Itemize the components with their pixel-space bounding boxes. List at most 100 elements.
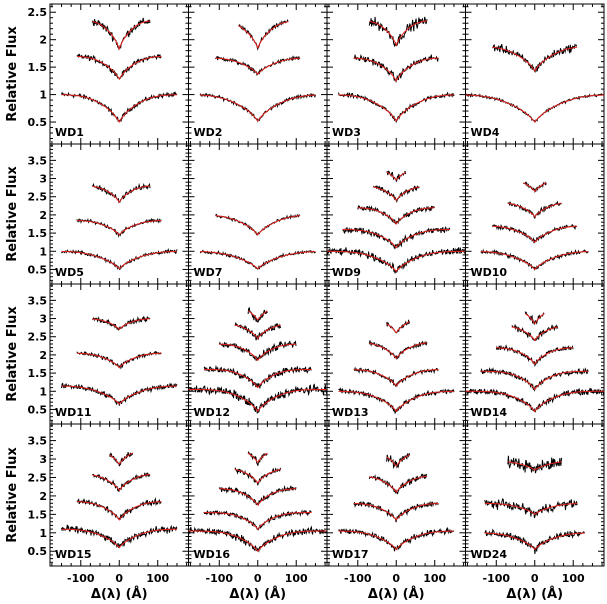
y-tick-label: 2 xyxy=(39,209,47,222)
model-fit-line xyxy=(511,326,558,342)
panel-wd14 xyxy=(465,283,605,425)
panel-frame xyxy=(465,143,605,285)
model-fit-line xyxy=(92,318,151,331)
panel-label: WD11 xyxy=(55,406,92,419)
model-fit-line xyxy=(369,475,427,494)
y-tick-label: 1 xyxy=(39,385,47,398)
y-tick-label: 2 xyxy=(39,349,47,362)
model-fit-line xyxy=(369,20,428,47)
panel-frame xyxy=(188,283,328,425)
model-fit-line xyxy=(465,94,604,123)
observed-spectrum-line xyxy=(353,500,439,523)
panel-wd4 xyxy=(465,3,605,145)
model-fit-line xyxy=(353,57,439,82)
model-fit-line xyxy=(92,185,151,204)
model-fit-line xyxy=(247,310,268,321)
model-fit-line xyxy=(480,370,589,391)
panel-wd17 xyxy=(326,423,466,567)
y-tick-label: 2 xyxy=(39,490,47,503)
panel-label: WD9 xyxy=(332,266,361,279)
model-fit-line xyxy=(353,503,439,521)
model-fit-line xyxy=(507,202,562,218)
model-fit-line xyxy=(203,369,312,389)
model-fit-line xyxy=(357,207,435,225)
model-fit-line xyxy=(188,389,327,413)
model-fit-line xyxy=(234,324,281,340)
model-fit-line xyxy=(492,225,578,243)
model-fit-line xyxy=(338,390,454,413)
observed-spectrum-line xyxy=(357,204,435,225)
y-axis-label: Relative Flux xyxy=(5,166,20,262)
y-tick-label: 2 xyxy=(39,34,47,47)
observed-spectrum-line xyxy=(199,92,316,123)
panel-frame xyxy=(49,3,189,145)
x-tick-label: 100 xyxy=(562,572,585,585)
panel-frame xyxy=(465,423,605,567)
observed-spectrum-line xyxy=(342,226,451,250)
y-tick-label: 3.5 xyxy=(28,154,48,167)
model-fit-line xyxy=(76,501,162,521)
x-tick-label: 0 xyxy=(531,572,539,585)
model-fit-line xyxy=(507,461,562,471)
observed-spectrum-line xyxy=(507,200,562,219)
observed-spectrum-line xyxy=(511,324,559,342)
model-fit-line xyxy=(188,530,327,552)
model-fit-line xyxy=(215,57,301,76)
model-fit-line xyxy=(215,215,301,236)
y-tick-label: 1.5 xyxy=(28,367,48,380)
model-fit-line xyxy=(92,20,151,51)
observed-spectrum-line xyxy=(507,455,562,474)
y-tick-label: 0.5 xyxy=(28,545,48,558)
observed-spectrum-line xyxy=(238,18,289,51)
y-tick-label: 1 xyxy=(39,245,47,258)
y-axis-label: Relative Flux xyxy=(5,26,20,122)
panel-wd11 xyxy=(49,283,189,425)
panel-label: WD17 xyxy=(332,548,369,561)
model-fit-line xyxy=(109,452,133,465)
model-fit-line xyxy=(76,352,162,369)
x-axis-label: Δ(λ) (Å) xyxy=(229,586,286,602)
model-fit-line xyxy=(238,21,289,50)
x-tick-label: -100 xyxy=(67,572,95,585)
panel-wd13 xyxy=(326,283,466,425)
model-fit-line xyxy=(373,186,420,202)
panel-frame xyxy=(188,423,328,567)
panel-label: WD16 xyxy=(194,548,231,561)
observed-spectrum-line xyxy=(338,91,455,123)
panel-label: WD5 xyxy=(55,266,84,279)
y-tick-label: 1.5 xyxy=(28,61,48,74)
model-fit-line xyxy=(219,343,297,362)
panel-frame xyxy=(188,143,328,285)
observed-spectrum-line xyxy=(218,485,297,506)
model-fit-line xyxy=(61,528,177,549)
panel-label: WD13 xyxy=(332,406,369,419)
model-fit-line xyxy=(386,321,410,333)
panel-label: WD3 xyxy=(332,126,361,139)
observed-spectrum-line xyxy=(188,383,327,414)
observed-spectrum-line xyxy=(484,498,578,519)
y-tick-label: 1 xyxy=(39,527,47,540)
x-axis-label: Δ(λ) (Å) xyxy=(506,586,563,602)
model-fit-line xyxy=(61,94,177,124)
observed-spectrum-line xyxy=(61,524,178,548)
y-tick-label: 1.5 xyxy=(28,227,48,240)
x-tick-label: 100 xyxy=(146,572,169,585)
x-axis-label: Δ(λ) (Å) xyxy=(368,586,425,602)
panel-label: WD4 xyxy=(471,126,500,139)
model-fit-line xyxy=(484,532,585,551)
model-fit-line xyxy=(234,468,281,484)
observed-spectrum-line xyxy=(109,452,134,467)
y-tick-label: 3.5 xyxy=(28,435,48,448)
x-tick-label: -100 xyxy=(344,572,372,585)
model-fit-line xyxy=(492,46,578,72)
observed-spectrum-line xyxy=(247,450,268,466)
model-fit-line xyxy=(484,502,578,516)
model-fit-line xyxy=(61,385,177,405)
y-tick-label: 2.5 xyxy=(28,471,48,484)
model-fit-line xyxy=(338,530,455,551)
observed-spectrum-line xyxy=(524,311,545,325)
model-fit-line xyxy=(76,55,162,81)
y-tick-label: 3 xyxy=(39,173,47,186)
model-fit-line xyxy=(200,251,316,270)
panel-frame xyxy=(326,3,466,145)
